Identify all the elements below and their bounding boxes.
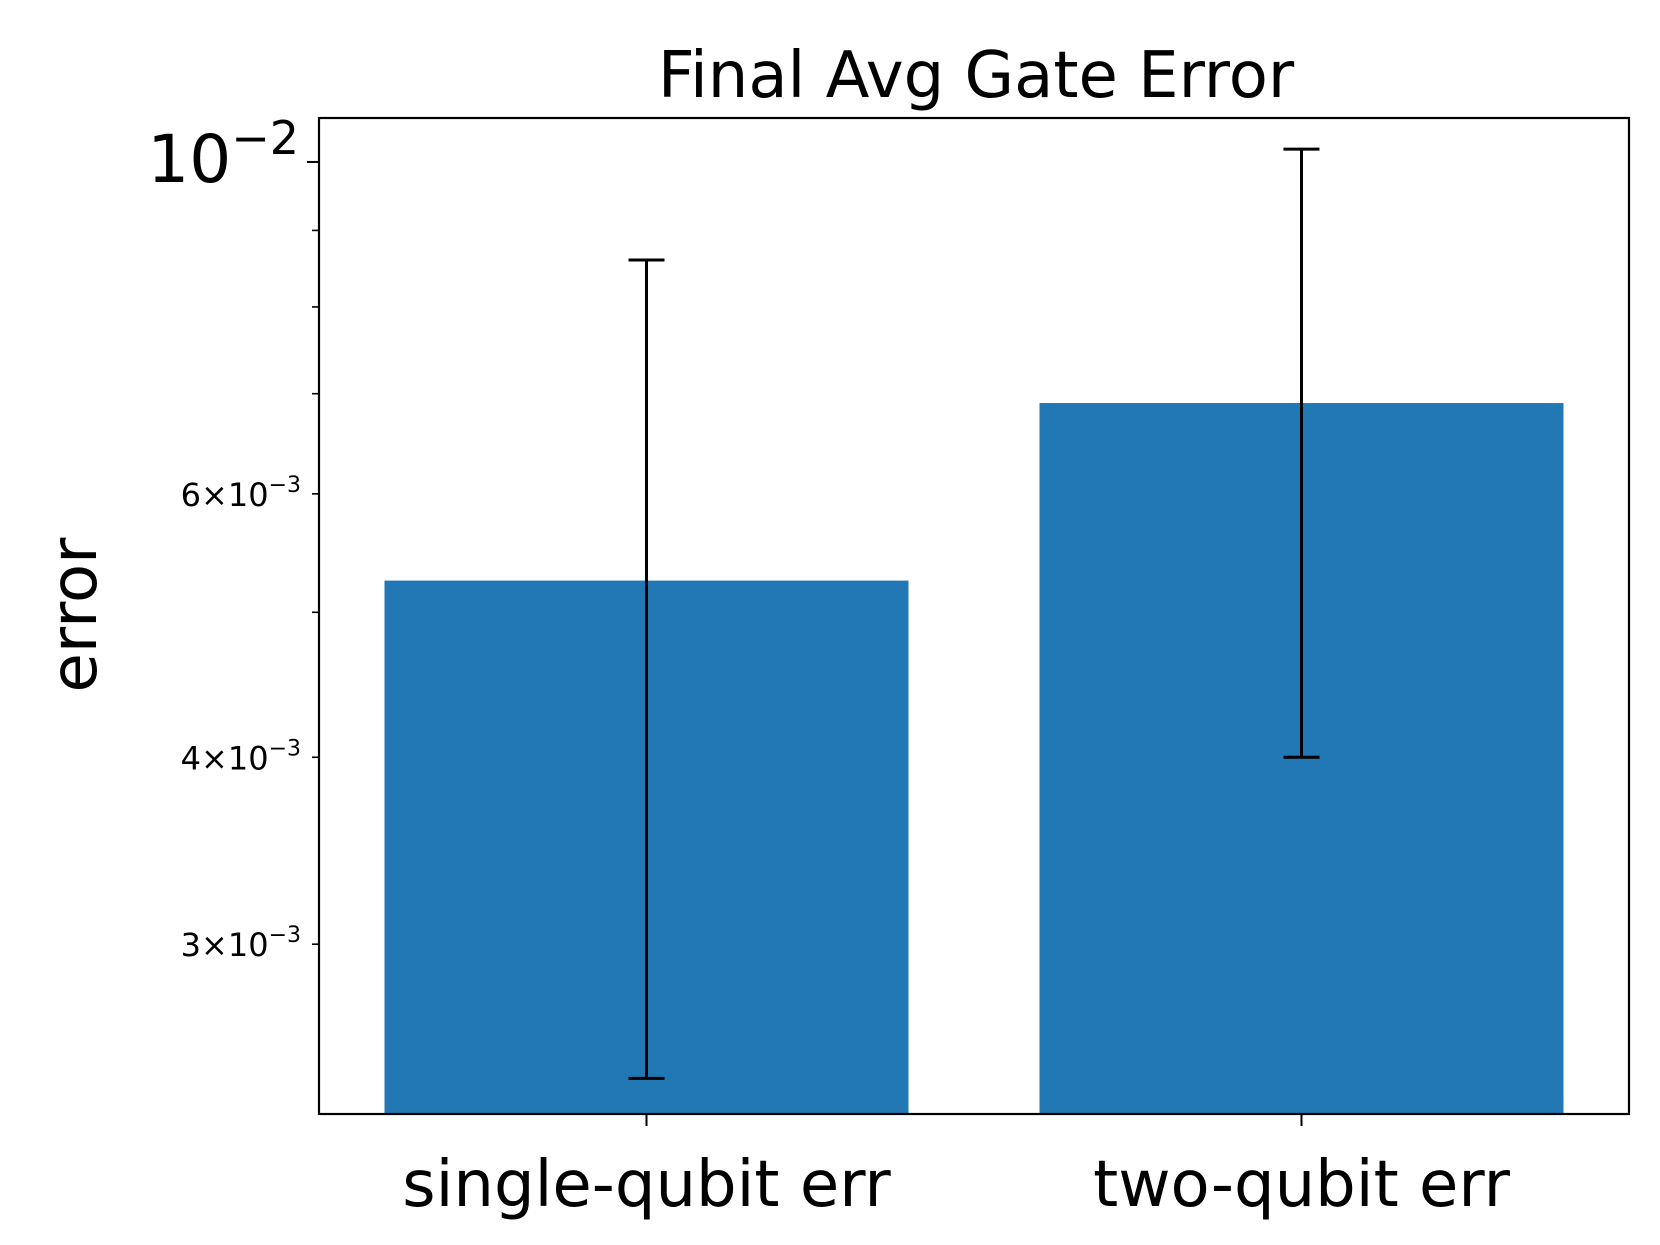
- y-minor-tick-label-1: 4×10−3: [181, 736, 301, 777]
- x-axis-ticks: single-qubit err two-qubit err: [402, 1114, 1511, 1222]
- chart-title: Final Avg Gate Error: [658, 39, 1295, 113]
- y-minor-tick-label-0: 6×10−3: [181, 473, 301, 514]
- x-tick-label-1: two-qubit err: [1093, 1148, 1510, 1222]
- y-major-tick-label-0: 10−2: [147, 111, 299, 198]
- plot-frame: [317, 116, 1631, 1116]
- y-axis-label: error: [38, 537, 112, 693]
- bars-group: [384, 403, 1564, 1114]
- y-axis-ticks: 10−2 6×10−3 4×10−3 3×10−3: [147, 111, 319, 964]
- error-bars-group: [628, 147, 1320, 1080]
- x-tick-label-0: single-qubit err: [402, 1148, 891, 1222]
- y-minor-tick-label-2: 3×10−3: [181, 923, 301, 964]
